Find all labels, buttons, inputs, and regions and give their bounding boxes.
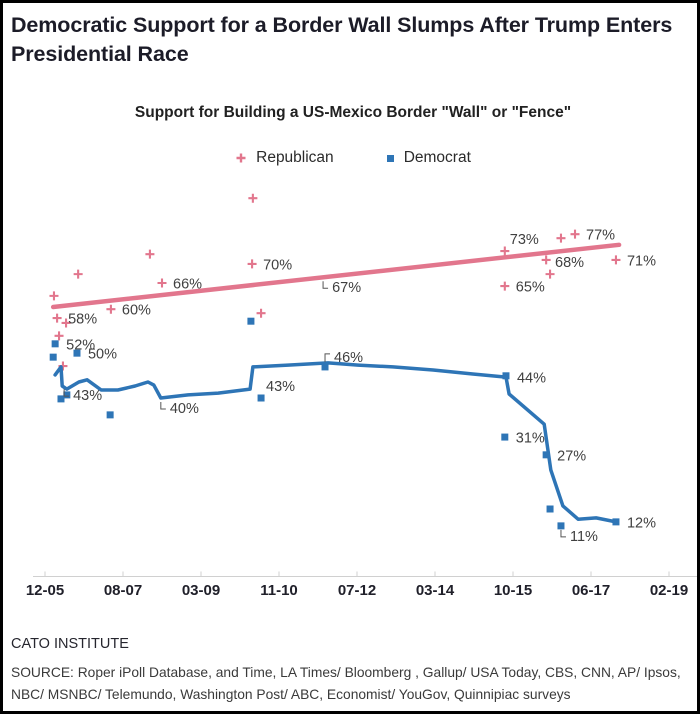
data-point-marker [500, 281, 510, 291]
legend-label: Republican [256, 149, 334, 166]
data-point-marker [321, 363, 329, 371]
data-point-marker [611, 255, 621, 265]
data-point-marker [248, 193, 258, 203]
label-tick [560, 529, 566, 538]
data-point-label: 46% [334, 350, 363, 366]
data-point-marker [545, 269, 555, 279]
x-tick-label: 07-12 [338, 582, 376, 599]
data-point-label: 65% [516, 280, 545, 296]
x-tick-label: 03-14 [416, 582, 455, 599]
data-point-marker [557, 522, 565, 530]
data-point-marker [73, 349, 81, 357]
attribution: CATO INSTITUTE [11, 636, 129, 652]
republican-plus-marker-icon [235, 152, 247, 164]
series-line [53, 361, 618, 524]
legend-item-democrat: Democrat [386, 149, 471, 167]
data-point-label: 11% [570, 529, 598, 545]
data-point-label: 67% [332, 280, 361, 296]
label-tick [322, 281, 329, 289]
democrat-square-marker-icon [386, 154, 395, 163]
data-point-marker [73, 269, 83, 279]
label-tick [324, 353, 331, 362]
label-tick [160, 402, 166, 410]
legend-item-republican: Republican [235, 149, 334, 167]
data-point-marker [570, 229, 580, 239]
headline: Democratic Support for a Border Wall Slu… [11, 13, 673, 66]
data-point-label: 70% [263, 257, 292, 273]
legend: Republican Democrat [3, 149, 697, 167]
data-point-label: 58% [68, 312, 97, 328]
x-tick-label: 06-17 [572, 582, 610, 599]
x-tick-label: 10-15 [494, 582, 532, 599]
data-point-label: 68% [555, 255, 584, 271]
data-point-marker [501, 433, 509, 441]
data-point-marker [145, 249, 155, 259]
data-point-marker [502, 372, 510, 380]
data-point-label: 66% [173, 277, 202, 293]
data-point-label: 12% [627, 515, 656, 531]
plot: 12-05 08-07 03-09 11-10 07-12 03-14 10-15 06-17… [26, 193, 697, 599]
data-point-marker [49, 353, 57, 361]
x-tick-label: 03-09 [182, 582, 220, 599]
data-point-label: 40% [170, 401, 199, 417]
data-point-label: 60% [122, 303, 151, 319]
data-point-marker [541, 255, 551, 265]
data-point-marker [52, 313, 62, 323]
data-point-marker [546, 505, 554, 513]
x-tick-label: 02-19 [650, 582, 688, 599]
data-point-label: 50% [88, 347, 117, 363]
data-point-marker [63, 391, 71, 399]
data-point-label: 71% [627, 253, 656, 269]
data-point-marker [106, 411, 114, 419]
data-point-label: 43% [266, 379, 295, 395]
data-point-marker [500, 246, 510, 256]
data-point-label: 73% [510, 232, 539, 248]
legend-label: Democrat [403, 149, 471, 166]
data-point-label: 31% [516, 431, 545, 447]
data-point-marker [54, 331, 64, 341]
data-point-marker [247, 317, 255, 325]
data-point-marker [57, 395, 65, 403]
data-point-marker [157, 278, 167, 288]
data-point-label: 77% [586, 228, 615, 244]
trend-line [50, 242, 622, 310]
label-tick [63, 389, 70, 397]
source-note: SOURCE: Roper iPoll Database, and Time, … [11, 665, 681, 703]
data-point-marker [247, 259, 257, 269]
x-tick-label: 08-07 [104, 582, 142, 599]
data-point-label: 52% [66, 337, 95, 353]
data-point-label: 43% [73, 388, 102, 404]
x-axis: 12-05 08-07 03-09 11-10 07-12 03-14 10-15 06-17… [26, 571, 697, 599]
series-republican: 58% 60% 66% 70% 67% 73% 65% 68%77% 71% [49, 193, 656, 371]
data-point-marker [51, 340, 59, 348]
chart-title: Support for Building a US-Mexico Border … [134, 104, 572, 121]
data-point-marker [106, 304, 116, 314]
data-point-marker [257, 394, 265, 402]
data-point-marker [556, 233, 566, 243]
series-democrat: 52%50% 43% 40% 43% 46% 44% 31% 27% 11% 12% [49, 317, 656, 545]
data-point-label: 44% [517, 371, 546, 387]
data-point-label: 27% [557, 448, 586, 464]
data-point-marker [61, 318, 71, 328]
data-point-marker [49, 291, 59, 301]
x-tick-label: 11-10 [260, 582, 298, 599]
x-tick-label: 12-05 [26, 582, 64, 599]
data-point-marker [542, 451, 550, 459]
data-point-marker [256, 308, 266, 318]
data-point-marker [612, 518, 620, 526]
